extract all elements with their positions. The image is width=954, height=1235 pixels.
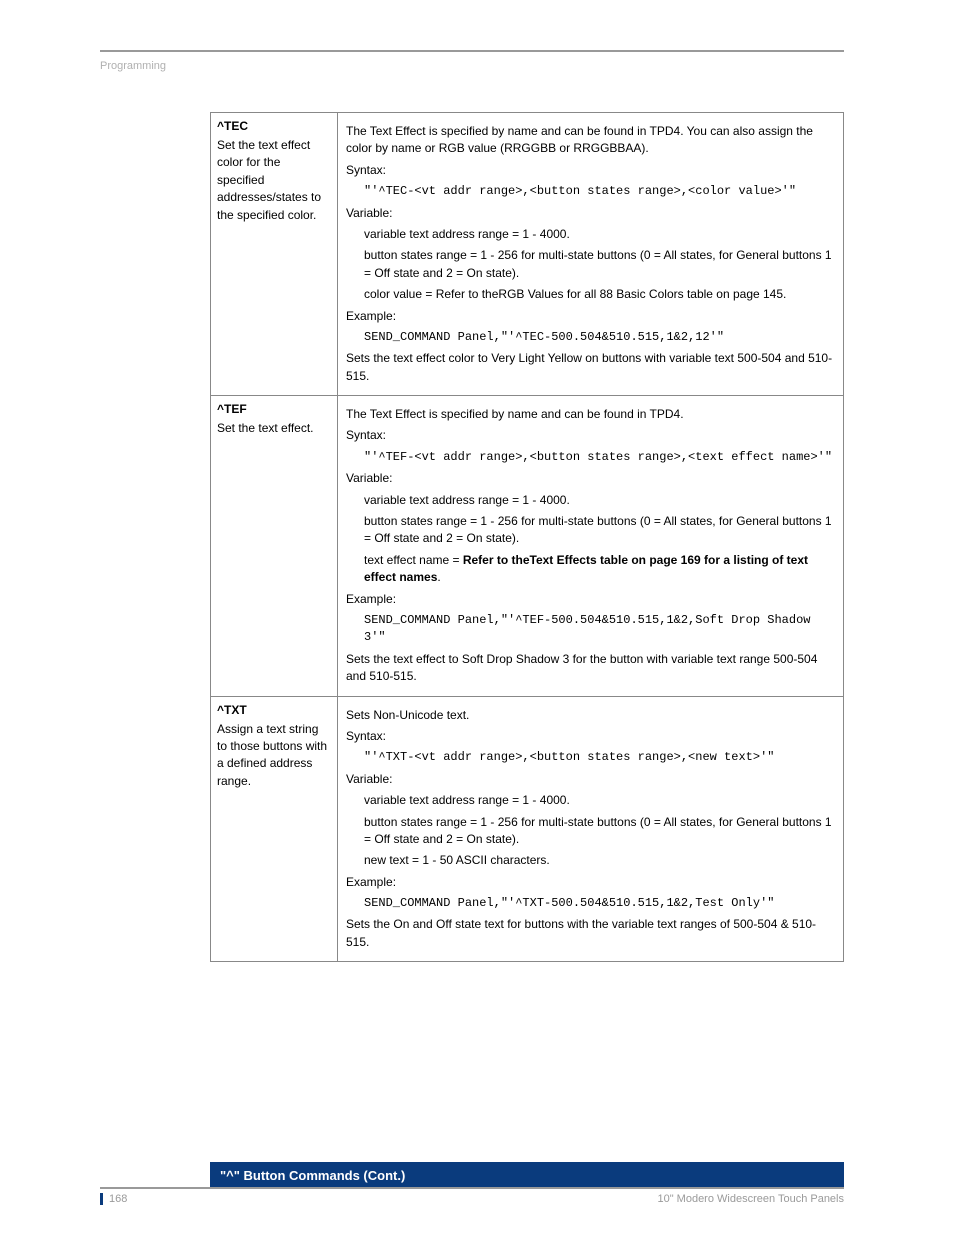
details-cell: Sets Non-Unicode text. Syntax: "'^TXT-<v… bbox=[338, 696, 844, 962]
variable-line: text effect name = Refer to theText Effe… bbox=[364, 552, 835, 587]
table-row: ^TEF Set the text effect. The Text Effec… bbox=[211, 396, 844, 696]
variable-line: button states range = 1 - 256 for multi-… bbox=[364, 247, 835, 282]
variable-label: Variable: bbox=[346, 205, 835, 222]
cmd-name: ^TXT bbox=[217, 703, 331, 717]
example-label: Example: bbox=[346, 591, 835, 608]
syntax-label: Syntax: bbox=[346, 728, 835, 745]
cmd-cell: ^TEF Set the text effect. bbox=[211, 396, 338, 696]
variable-line: variable text address range = 1 - 4000. bbox=[364, 226, 835, 243]
var-post: RGB Values for all 88 Basic Colors table… bbox=[498, 287, 786, 301]
intro-text: The Text Effect is specified by name and… bbox=[346, 123, 835, 158]
example-code: SEND_COMMAND Panel,"'^TEC-500.504&510.51… bbox=[364, 329, 835, 346]
footer: 168 10" Modero Widescreen Touch Panels bbox=[100, 1187, 844, 1205]
result-text: Sets the On and Off state text for butto… bbox=[346, 916, 835, 951]
variable-line: button states range = 1 - 256 for multi-… bbox=[364, 513, 835, 548]
footer-rule bbox=[100, 1187, 844, 1189]
example-label: Example: bbox=[346, 874, 835, 891]
variable-line: new text = 1 - 50 ASCII characters. bbox=[364, 852, 835, 869]
details-cell: The Text Effect is specified by name and… bbox=[338, 113, 844, 396]
top-rule bbox=[100, 50, 844, 52]
example-label: Example: bbox=[346, 308, 835, 325]
variable-label: Variable: bbox=[346, 771, 835, 788]
commands-table: ^TEC Set the text effect color for the s… bbox=[210, 112, 844, 962]
var-pre: new text = 1 - 50 ASCII characters. bbox=[364, 853, 550, 867]
cmd-name: ^TEC bbox=[217, 119, 331, 133]
syntax-code: "'^TEC-<vt addr range>,<button states ra… bbox=[364, 183, 835, 200]
var-post: . bbox=[437, 570, 440, 584]
var-pre: color value = Refer to the bbox=[364, 287, 498, 301]
page-number: 168 bbox=[109, 1193, 127, 1205]
var-pre: text effect name = bbox=[364, 553, 463, 567]
cmd-desc: Set the text effect. bbox=[217, 420, 331, 437]
result-text: Sets the text effect to Soft Drop Shadow… bbox=[346, 651, 835, 686]
variable-line: button states range = 1 - 256 for multi-… bbox=[364, 814, 835, 849]
cmd-cell: ^TXT Assign a text string to those butto… bbox=[211, 696, 338, 962]
cmd-desc: Set the text effect color for the specif… bbox=[217, 137, 331, 224]
breadcrumb: Programming bbox=[100, 60, 844, 72]
variable-label: Variable: bbox=[346, 470, 835, 487]
example-code: SEND_COMMAND Panel,"'^TEF-500.504&510.51… bbox=[364, 612, 835, 647]
variable-line: variable text address range = 1 - 4000. bbox=[364, 492, 835, 509]
intro-text: The Text Effect is specified by name and… bbox=[346, 406, 835, 423]
syntax-code: "'^TXT-<vt addr range>,<button states ra… bbox=[364, 749, 835, 766]
intro-text: Sets Non-Unicode text. bbox=[346, 707, 835, 724]
doc-title: 10" Modero Widescreen Touch Panels bbox=[657, 1193, 844, 1205]
footer-tick-icon bbox=[100, 1193, 103, 1205]
cmd-cell: ^TEC Set the text effect color for the s… bbox=[211, 113, 338, 396]
result-text: Sets the text effect color to Very Light… bbox=[346, 350, 835, 385]
footer-page: 168 bbox=[100, 1193, 127, 1205]
table-row: ^TXT Assign a text string to those butto… bbox=[211, 696, 844, 962]
cmd-desc: Assign a text string to those buttons wi… bbox=[217, 721, 331, 791]
table-row: ^TEC Set the text effect color for the s… bbox=[211, 113, 844, 396]
footer-row: 168 10" Modero Widescreen Touch Panels bbox=[100, 1193, 844, 1205]
variable-line: color value = Refer to theRGB Values for… bbox=[364, 286, 835, 303]
section-header: "^" Button Commands (Cont.) bbox=[210, 1162, 844, 1189]
syntax-label: Syntax: bbox=[346, 427, 835, 444]
example-code: SEND_COMMAND Panel,"'^TXT-500.504&510.51… bbox=[364, 895, 835, 912]
variable-line: variable text address range = 1 - 4000. bbox=[364, 792, 835, 809]
syntax-label: Syntax: bbox=[346, 162, 835, 179]
cmd-name: ^TEF bbox=[217, 402, 331, 416]
details-cell: The Text Effect is specified by name and… bbox=[338, 396, 844, 696]
syntax-code: "'^TEF-<vt addr range>,<button states ra… bbox=[364, 449, 835, 466]
page: Programming ^TEC Set the text effect col… bbox=[0, 0, 954, 1235]
